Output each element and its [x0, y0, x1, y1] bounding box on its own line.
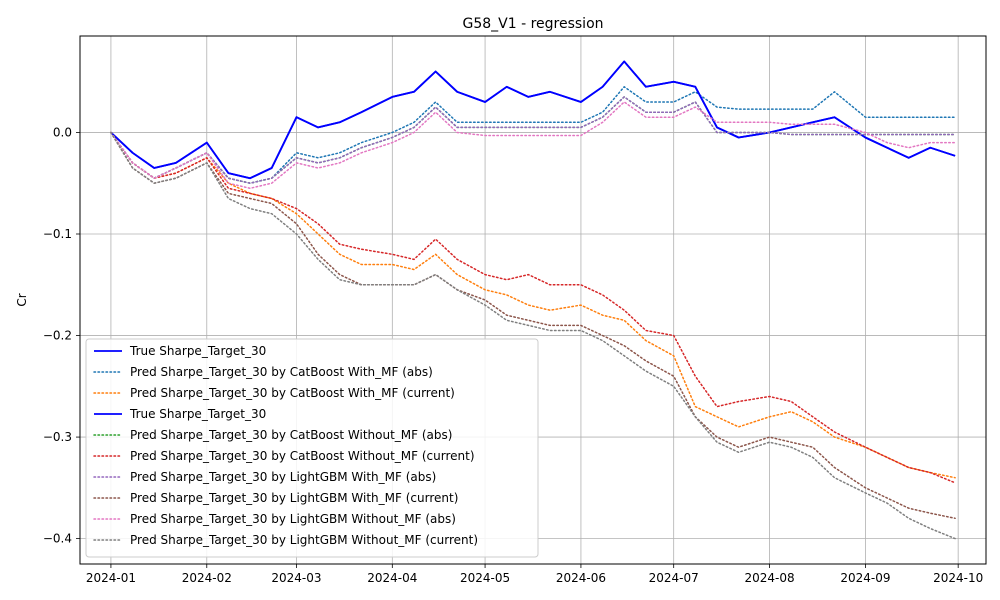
x-tick-label: 2024-03 [271, 571, 321, 585]
legend-label: Pred Sharpe_Target_30 by LightGBM With_M… [130, 470, 436, 484]
series-line-9 [110, 131, 956, 540]
x-tick-label: 2024-08 [744, 571, 794, 585]
series-line-4 [110, 96, 956, 184]
series-line-5 [110, 131, 956, 484]
legend-box [85, 338, 539, 558]
x-tick-label: 2024-06 [556, 571, 606, 585]
x-tick-label: 2024-10 [933, 571, 983, 585]
y-axis-label: Cr [15, 293, 29, 306]
legend-label: True Sharpe_Target_30 [129, 407, 266, 421]
legend-label: True Sharpe_Target_30 [129, 344, 266, 358]
legend-label: Pred Sharpe_Target_30 by LightGBM Withou… [130, 533, 478, 547]
legend-label: Pred Sharpe_Target_30 by CatBoost Withou… [130, 449, 475, 463]
legend: True Sharpe_Target_30 Pred Sharpe_Target_… [85, 338, 539, 558]
legend-label: Pred Sharpe_Target_30 by CatBoost With_M… [130, 365, 433, 379]
y-tick-label: −0.4 [43, 532, 72, 546]
x-axis: 2024-01 2024-02 2024-03 2024-04 2024-05 2024-… [86, 564, 983, 585]
x-tick-label: 2024-01 [86, 571, 136, 585]
legend-label: Pred Sharpe_Target_30 by LightGBM Withou… [130, 512, 456, 526]
y-tick-label: −0.2 [43, 329, 72, 343]
y-tick-label: −0.1 [43, 227, 72, 241]
series-layer [110, 60, 956, 540]
x-tick-label: 2024-02 [182, 571, 232, 585]
chart-title: G58_V1 - regression [462, 16, 603, 32]
y-axis: 0.0 −0.1 −0.2 −0.3 −0.4 [43, 125, 80, 546]
x-tick-label: 2024-07 [649, 571, 699, 585]
x-tick-label: 2024-09 [840, 571, 890, 585]
legend-label: Pred Sharpe_Target_30 by CatBoost Withou… [130, 428, 452, 442]
y-tick-label: −0.3 [43, 430, 72, 444]
series-line-7 [110, 131, 956, 520]
y-tick-label: 0.0 [53, 125, 72, 139]
legend-label: Pred Sharpe_Target_30 by LightGBM With_M… [130, 491, 458, 505]
series-line-3 [110, 60, 956, 180]
series-line-0 [110, 60, 956, 180]
x-tick-label: 2024-04 [367, 571, 417, 585]
legend-label: Pred Sharpe_Target_30 by CatBoost With_M… [130, 386, 455, 400]
plot-frame [79, 35, 987, 565]
series-line-6 [110, 96, 956, 184]
series-line-8 [110, 101, 956, 190]
x-tick-label: 2024-05 [460, 571, 510, 585]
